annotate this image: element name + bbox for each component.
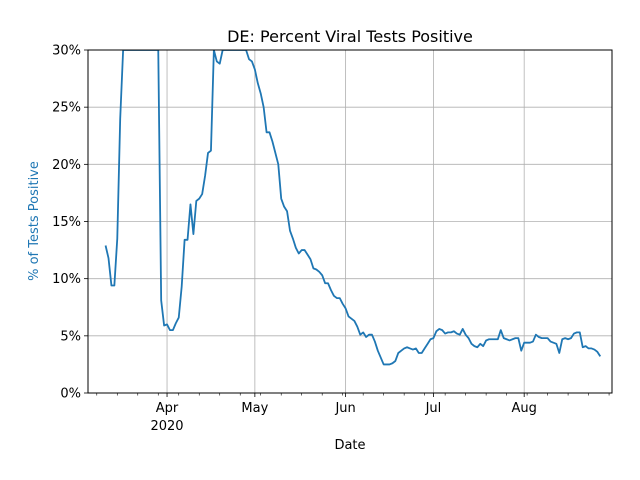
y-tick-label: 10% (52, 272, 81, 287)
y-tick-label: 15% (52, 215, 81, 230)
x-tick-label: Jun (334, 401, 355, 416)
x-tick-label: May (241, 401, 268, 416)
y-tick-label: 5% (60, 329, 81, 344)
y-tick-label: 25% (52, 101, 81, 116)
x-tick-label: Apr (156, 401, 179, 416)
x-tick-label: Jul (425, 401, 442, 416)
y-axis-label: % of Tests Positive (27, 161, 42, 281)
x-axis-label: Date (334, 438, 365, 453)
series-group (104, 50, 602, 366)
x-tick-label: Aug (511, 401, 536, 416)
y-tick-label: 30% (52, 44, 81, 59)
x-axis-minor-ticks (96, 393, 610, 396)
x-axis-ticks: Apr 2020 May Jun Jul Aug (150, 393, 537, 434)
x-tick-sublabel: 2020 (150, 419, 183, 434)
y-tick-label: 0% (60, 387, 81, 402)
series-line (104, 50, 602, 366)
y-axis-ticks: 0% 5% 10% 15% 20% 25% 30% (52, 44, 88, 402)
chart-title: DE: Percent Viral Tests Positive (227, 27, 473, 46)
y-tick-label: 20% (52, 158, 81, 173)
